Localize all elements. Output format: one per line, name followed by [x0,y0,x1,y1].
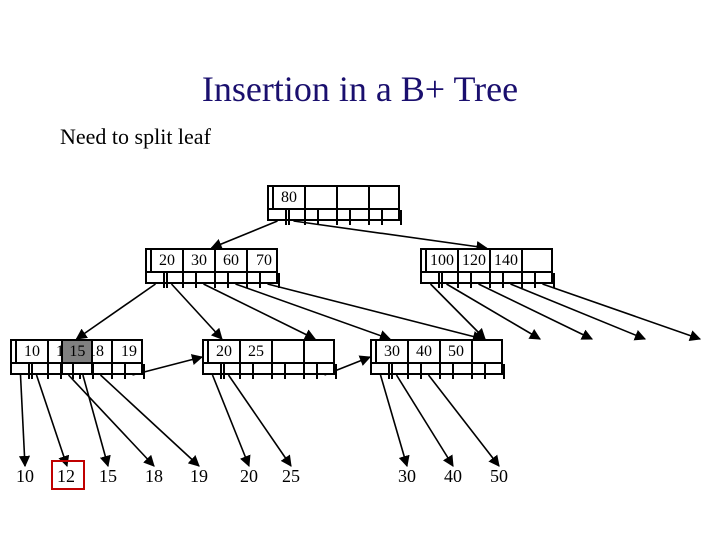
edge-arrow [543,284,701,339]
edge-arrow [69,375,155,466]
key-cell: 70 [248,250,280,271]
pointer-cell [92,364,113,379]
highlight-box [51,460,85,490]
data-value: 40 [444,466,462,487]
data-value: 19 [190,466,208,487]
edge-arrow [397,375,454,466]
edge-arrow [447,284,541,339]
overflow-key-label: 15 [63,341,91,364]
pointer-cell [163,273,184,288]
pointer-cell [470,273,491,288]
edge-arrow [431,284,486,339]
key-cell [473,341,505,362]
key-cell [370,187,402,208]
edge-arrow [294,221,487,248]
pointer-cell [195,273,216,288]
pointer-cell [420,364,441,379]
edge-arrow [236,284,390,339]
data-value: 20 [240,466,258,487]
data-value: 30 [398,466,416,487]
pointer-cell [438,273,459,288]
btree-node-leaf3: 304050 [370,339,503,375]
key-cell: 60 [216,250,248,271]
data-value: 15 [99,466,117,487]
pointer-cell [259,273,280,288]
data-value: 10 [16,466,34,487]
key-cell: 120 [459,250,491,271]
data-value: 18 [145,466,163,487]
pointer-cell [316,364,337,379]
edge-arrow [213,375,250,466]
key-cell: 100 [427,250,459,271]
key-cell: 20 [209,341,241,362]
edge-arrow [229,375,292,466]
overflow-pointer-cell [63,364,91,379]
pointer-cell [388,364,409,379]
key-cell: 25 [241,341,273,362]
edge-arrow [21,375,26,466]
key-cell [305,341,337,362]
key-cell: 19 [113,341,145,362]
pointer-cell [484,364,505,379]
edge-arrow [479,284,593,339]
overflow-key-cell: 15 [61,339,93,375]
btree-node-leaf2: 2025 [202,339,335,375]
edge-arrow [268,284,484,339]
key-cell: 20 [152,250,184,271]
pointer-cell [284,364,305,379]
pointer-cell [452,364,473,379]
key-cell [273,341,305,362]
key-cell: 80 [274,187,306,208]
pointer-cell [124,364,145,379]
key-cell: 30 [184,250,216,271]
edge-arrow [101,375,200,466]
edge-arrow [212,221,278,248]
edge-arrow [77,284,156,339]
key-cell [306,187,338,208]
btree-node-root: 80 [267,185,400,221]
pointer-cell [220,364,241,379]
pointer-cell [317,210,338,225]
btree-node-int2: 100120140 [420,248,553,284]
key-cell: 30 [377,341,409,362]
btree-node-int1: 20306070 [145,248,278,284]
key-cell: 10 [17,341,49,362]
edge-arrow [381,375,408,466]
edge-arrow [172,284,222,339]
key-cell: 50 [441,341,473,362]
data-value: 25 [282,466,300,487]
pointer-cell [227,273,248,288]
page-title: Insertion in a B+ Tree [0,68,720,110]
pointer-cell [285,210,306,225]
edge-arrow [429,375,500,466]
pointer-cell [252,364,273,379]
pointer-cell [502,273,523,288]
key-cell: 40 [409,341,441,362]
pointer-cell [534,273,555,288]
edge-arrow [204,284,316,339]
data-value: 50 [490,466,508,487]
subtitle: Need to split leaf [60,124,211,150]
edge-arrow [37,375,68,466]
pointer-cell [349,210,370,225]
pointer-cell [381,210,402,225]
key-cell: 140 [491,250,523,271]
key-cell [523,250,555,271]
edge-arrow [83,375,108,466]
key-cell [338,187,370,208]
edge-arrow [511,284,646,339]
pointer-cell [28,364,49,379]
